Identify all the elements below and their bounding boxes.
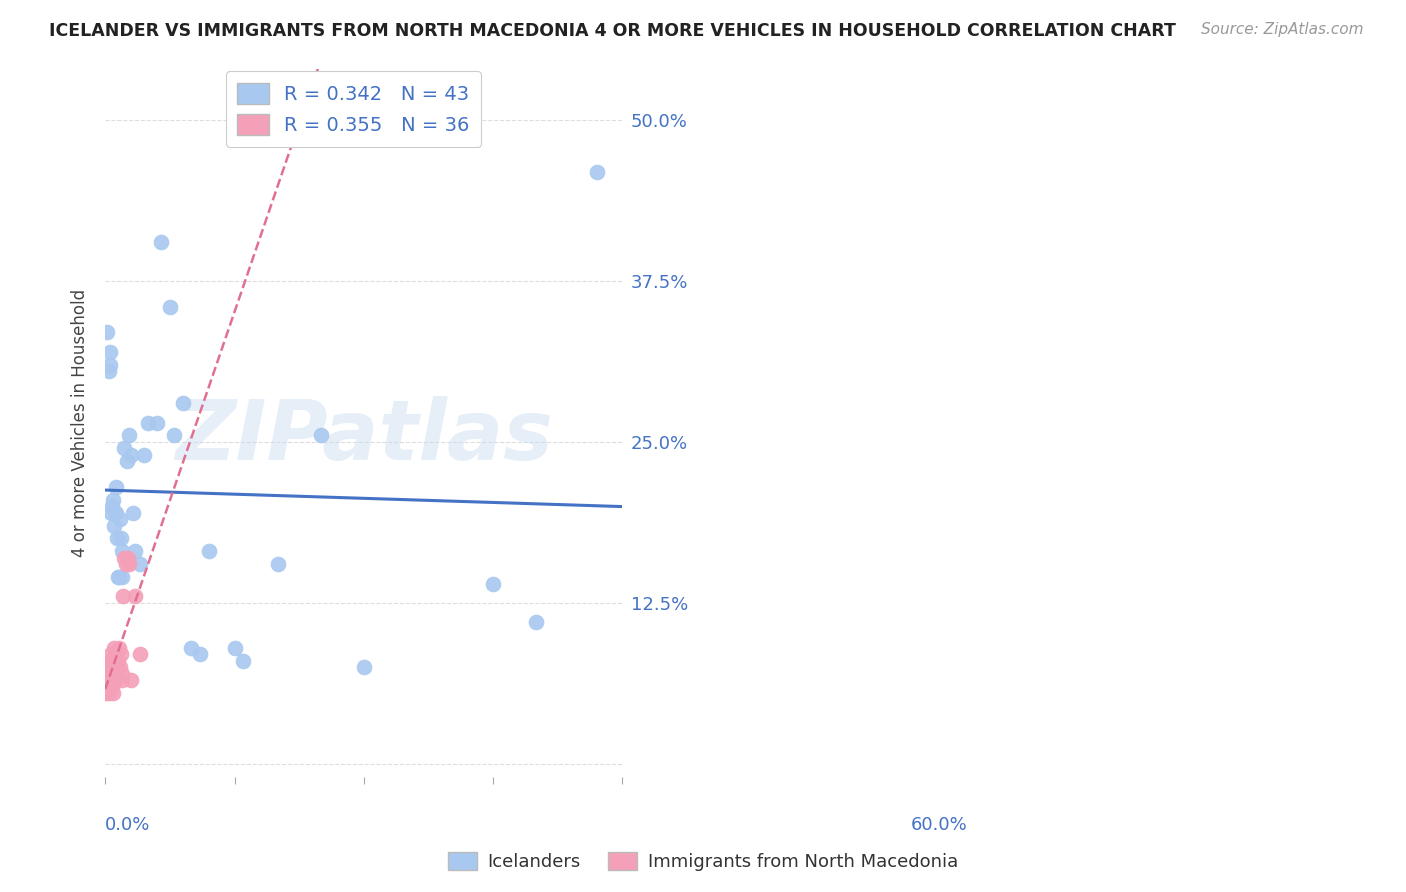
Point (104, 480, 127, 494)
Point (104, 654, 127, 668)
Point (110, 570, 132, 584)
Point (100, 506, 122, 520)
Text: Source: ZipAtlas.com: Source: ZipAtlas.com (1201, 22, 1364, 37)
Point (159, 300, 181, 314)
Point (108, 640, 131, 655)
Point (128, 648, 150, 662)
Point (100, 648, 122, 662)
Point (105, 660, 128, 674)
Point (98, 344, 121, 359)
Point (97, 364, 120, 378)
Point (97, 673, 120, 687)
Point (180, 640, 202, 655)
Point (101, 686, 124, 700)
Point (101, 654, 124, 668)
Point (101, 680, 124, 694)
Point (100, 673, 122, 687)
Point (120, 448, 142, 462)
Point (101, 660, 124, 674)
Point (97, 686, 120, 700)
Point (132, 448, 155, 462)
Point (98, 680, 121, 694)
Point (94, 686, 117, 700)
Point (98, 654, 121, 668)
Text: ICELANDER VS IMMIGRANTS FROM NORTH MACEDONIA 4 OR MORE VEHICLES IN HOUSEHOLD COR: ICELANDER VS IMMIGRANTS FROM NORTH MACED… (49, 22, 1175, 40)
Point (150, 235, 173, 250)
Point (232, 654, 254, 668)
Y-axis label: 4 or more Vehicles in Household: 4 or more Vehicles in Household (72, 288, 89, 557)
Point (118, 428, 141, 442)
Point (111, 666, 134, 681)
Point (197, 544, 219, 558)
Point (97, 660, 120, 674)
Point (353, 660, 375, 674)
Text: ZIPatlas: ZIPatlas (174, 396, 553, 477)
Point (266, 558, 288, 572)
Point (124, 590, 146, 604)
Point (107, 654, 129, 668)
Point (110, 673, 132, 687)
Point (115, 454, 138, 468)
Point (96, 326, 118, 340)
Point (110, 532, 132, 546)
Point (172, 396, 194, 410)
Point (100, 666, 122, 681)
Point (96, 680, 118, 694)
Text: 0.0%: 0.0% (105, 815, 150, 833)
Point (128, 558, 150, 572)
Point (105, 532, 128, 546)
Point (101, 492, 124, 507)
Point (118, 558, 141, 572)
Point (115, 558, 138, 572)
Point (309, 428, 332, 442)
Point (136, 416, 159, 430)
Point (103, 666, 125, 681)
Point (121, 506, 143, 520)
Point (482, 576, 505, 591)
Point (104, 506, 127, 520)
Point (120, 673, 142, 687)
Point (111, 544, 134, 558)
Point (117, 550, 139, 565)
Point (146, 416, 169, 430)
Point (112, 590, 135, 604)
Point (524, 615, 547, 629)
Point (103, 640, 125, 655)
Legend: Icelanders, Immigrants from North Macedonia: Icelanders, Immigrants from North Macedo… (440, 845, 966, 879)
Legend: R = 0.342   N = 43, R = 0.355   N = 36: R = 0.342 N = 43, R = 0.355 N = 36 (226, 71, 481, 146)
Point (224, 640, 246, 655)
Point (110, 648, 132, 662)
Point (108, 660, 131, 674)
Point (105, 666, 128, 681)
Point (108, 512, 131, 526)
Point (101, 500, 124, 514)
Point (108, 570, 131, 584)
Point (97, 666, 120, 681)
Point (100, 660, 122, 674)
Point (104, 673, 127, 687)
Point (100, 358, 122, 372)
Text: 60.0%: 60.0% (911, 815, 967, 833)
Point (188, 648, 211, 662)
Point (585, 164, 607, 178)
Point (124, 544, 146, 558)
Point (105, 506, 128, 520)
Point (103, 518, 125, 533)
Point (107, 570, 129, 584)
Point (112, 442, 135, 456)
Point (163, 428, 186, 442)
Point (112, 550, 135, 565)
